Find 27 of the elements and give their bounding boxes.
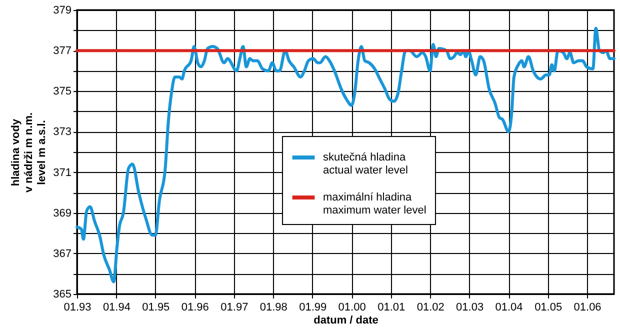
y-tick-label: 365 — [53, 288, 72, 300]
x-tick-label: 01.04 — [495, 302, 523, 314]
x-tick-label: 01.93 — [64, 302, 92, 314]
x-tick-label: 01.03 — [456, 302, 484, 314]
x-tick-label: 01.98 — [260, 302, 288, 314]
x-tick-label: 01.00 — [338, 302, 366, 314]
x-tick-label: 01.02 — [416, 302, 444, 314]
x-axis-title: datum / date — [314, 314, 378, 326]
x-tick-label: 01.01 — [378, 302, 406, 314]
x-tick-label: 01.06 — [574, 302, 602, 314]
legend-label: maximální hladina maximum water level — [323, 192, 426, 216]
x-tick-label: 01.97 — [220, 302, 248, 314]
x-tick-label: 01.96 — [181, 302, 209, 314]
y-tick-label: 375 — [53, 86, 72, 98]
legend-label: skutečná hladina actual water level — [323, 152, 408, 176]
y-tick-label: 377 — [53, 45, 72, 58]
x-tick-label: 01.95 — [142, 302, 170, 314]
y-tick-label: 371 — [53, 166, 72, 179]
y-tick-label: 369 — [53, 207, 72, 220]
x-tick-label: 01.94 — [102, 302, 130, 314]
y-tick-label: 367 — [53, 248, 72, 260]
y-axis-title: hladina vody v nádrži m n.m. level m a.s.l. — [10, 112, 48, 193]
y-tick-label: 373 — [53, 126, 72, 138]
y-tick-label: 379 — [53, 4, 72, 16]
line-series — [76, 26, 616, 284]
x-tick-label: 01.05 — [534, 302, 562, 314]
x-tick-label: 01.99 — [299, 302, 327, 314]
